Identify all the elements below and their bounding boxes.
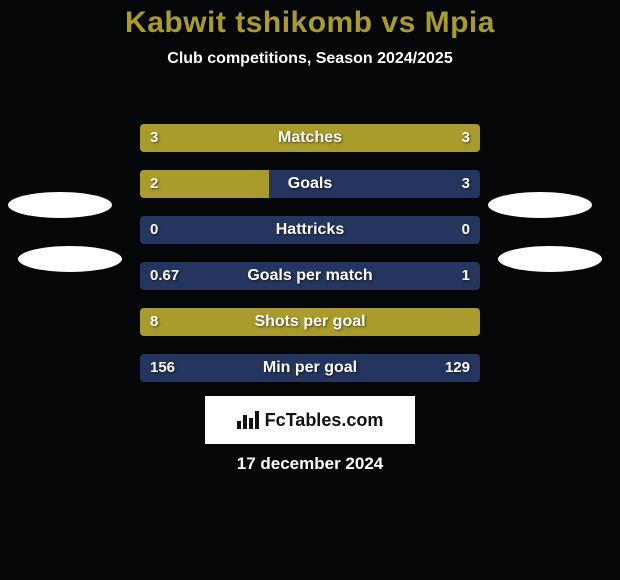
stat-value-right: 3 — [462, 170, 470, 198]
stat-label: Min per goal — [140, 354, 480, 382]
page-title: Kabwit tshikomb vs Mpia — [0, 0, 620, 40]
subtitle: Club competitions, Season 2024/2025 — [0, 50, 620, 68]
player-right-oval-1 — [488, 192, 592, 218]
stat-row: 156Min per goal129 — [140, 354, 480, 382]
stat-value-right: 3 — [462, 124, 470, 152]
stat-label: Goals — [140, 170, 480, 198]
stat-label: Goals per match — [140, 262, 480, 290]
stat-rows: 3Matches32Goals30Hattricks00.67Goals per… — [140, 124, 480, 382]
stat-label: Matches — [140, 124, 480, 152]
player-left-oval-1 — [8, 192, 112, 218]
stat-value-right: 1 — [462, 262, 470, 290]
stat-row: 8Shots per goal — [140, 308, 480, 336]
fctables-logo: FcTables.com — [205, 396, 415, 444]
comparison-infographic: Kabwit tshikomb vs Mpia Club competition… — [0, 0, 620, 580]
stat-label: Shots per goal — [140, 308, 480, 336]
stat-label: Hattricks — [140, 216, 480, 244]
stat-value-right: 129 — [445, 354, 470, 382]
bars-icon — [237, 411, 259, 429]
player-right-oval-2 — [498, 246, 602, 272]
stat-row: 3Matches3 — [140, 124, 480, 152]
player-left-oval-2 — [18, 246, 122, 272]
stat-row: 2Goals3 — [140, 170, 480, 198]
stat-row: 0.67Goals per match1 — [140, 262, 480, 290]
stat-row: 0Hattricks0 — [140, 216, 480, 244]
infographic-date: 17 december 2024 — [0, 454, 620, 474]
logo-text: FcTables.com — [265, 410, 384, 431]
stat-value-right: 0 — [462, 216, 470, 244]
